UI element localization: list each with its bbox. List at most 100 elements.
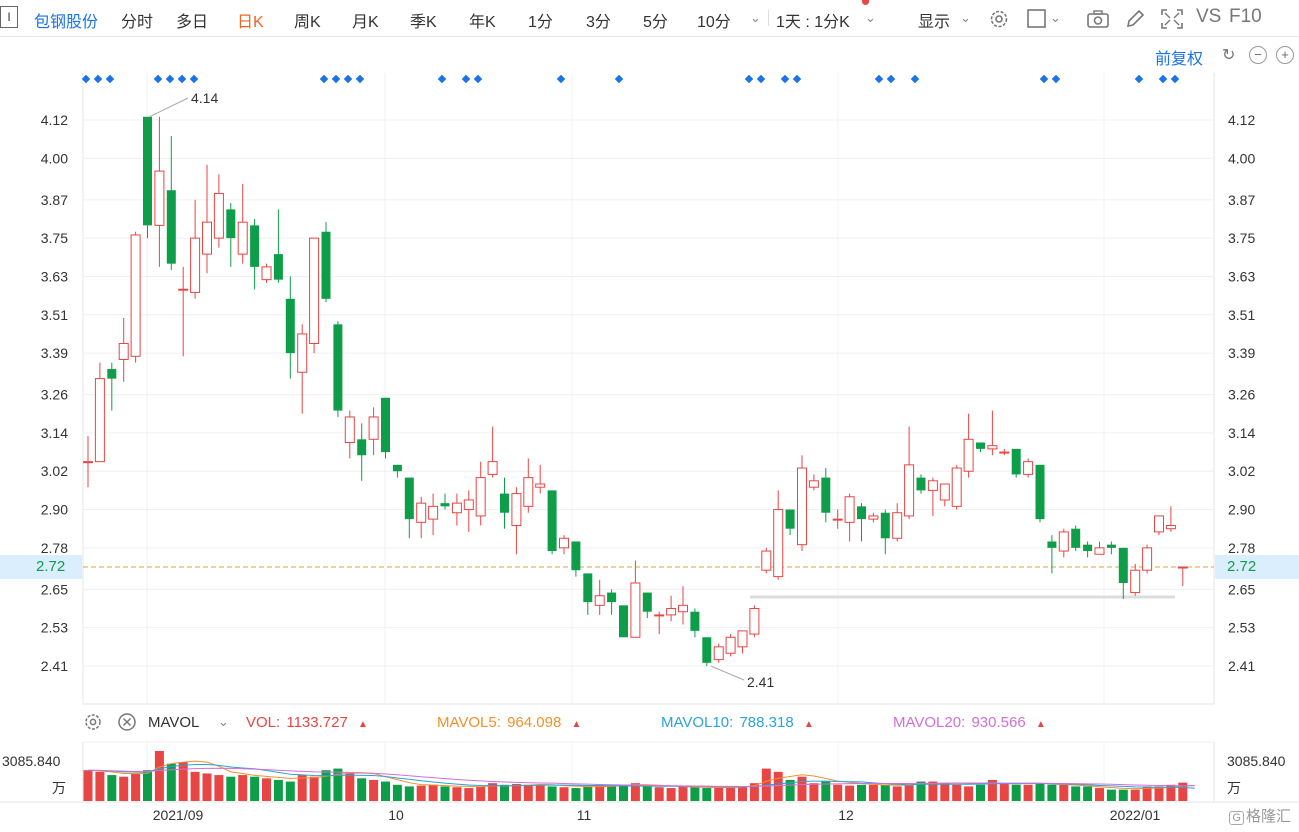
vs-button[interactable]: VS [1196, 6, 1222, 27]
tab-fenshi[interactable]: 分时 [121, 14, 154, 31]
candle [213, 174, 224, 248]
indicator-chevron-down-icon[interactable]: ⌄ [218, 714, 229, 729]
volume-bar [166, 763, 176, 801]
candle [1106, 541, 1116, 555]
volume-bar [511, 783, 521, 801]
volume-bar [143, 770, 152, 801]
volume-bar [464, 788, 474, 801]
candle [1118, 547, 1128, 599]
signal-dot [1039, 74, 1049, 84]
current-price-badge-left: 2.72 [0, 555, 82, 579]
volume-unit-left: 万 [52, 780, 66, 796]
tab-quarter-k[interactable]: 季K [410, 14, 437, 31]
candle-body [880, 512, 890, 539]
volume-bar [119, 776, 129, 801]
color-box-icon[interactable] [1026, 8, 1046, 28]
candle [939, 483, 950, 507]
tab-year-k[interactable]: 年K [469, 14, 496, 31]
watermark-text: 格隆汇 [1245, 808, 1291, 825]
volume-axis-top-left: 3085.840 [2, 753, 61, 769]
candle-body [154, 170, 165, 226]
candle-body [1011, 448, 1021, 475]
volume-bar [357, 778, 367, 801]
tab-week-k[interactable]: 周K [294, 14, 321, 31]
fullscreen-icon[interactable] [1160, 8, 1183, 29]
volume-bar [809, 783, 819, 801]
volume-bar [714, 786, 724, 801]
volume-bar [868, 784, 878, 801]
candle-body [344, 416, 355, 443]
volume-bar [1178, 782, 1188, 801]
display-chevron-down-icon[interactable]: ⌄ [960, 10, 971, 25]
color-chevron-down-icon[interactable]: ⌄ [1050, 10, 1061, 25]
candle [1130, 563, 1141, 596]
tab-day-k[interactable]: 日K [237, 14, 264, 31]
candle [83, 436, 93, 488]
camera-icon[interactable] [1086, 8, 1109, 28]
candle-body [297, 333, 308, 373]
candle-body [1071, 528, 1081, 548]
zoom-in-icon[interactable]: + [1276, 46, 1294, 64]
candle-body [1118, 547, 1128, 583]
candle-body [1047, 541, 1057, 548]
f10-button[interactable]: F10 [1229, 6, 1262, 27]
signal-dot [1158, 74, 1168, 84]
tab-1min[interactable]: 1分 [528, 14, 553, 31]
candle [761, 547, 772, 574]
indicator-name[interactable]: MAVOL [148, 714, 200, 731]
candle [737, 630, 748, 654]
candle-body [392, 464, 402, 472]
candle-series [83, 116, 1188, 666]
legend-vol: VOL: 1133.727 ▲ [246, 714, 368, 731]
candle [285, 276, 295, 379]
sidebar-toggle-icon[interactable]: I [0, 6, 18, 28]
price-tick-left: 3.51 [41, 307, 68, 323]
candle [1035, 464, 1045, 523]
date-axis: 2021/09 10 11 12 2022/01 [153, 807, 1161, 823]
candle [773, 490, 784, 580]
candle [654, 611, 665, 635]
signal-dot [1051, 74, 1061, 84]
period-select[interactable]: 1天 : 1分K [776, 14, 850, 31]
pencil-icon[interactable] [1124, 8, 1145, 28]
candle [1047, 535, 1057, 574]
display-menu[interactable]: 显示 [918, 14, 951, 31]
legend-ma20: MAVOL20: 930.566 ▲ [893, 714, 1046, 731]
tab-5min[interactable]: 5分 [643, 14, 668, 31]
candle-body [107, 369, 117, 379]
tab-month-k[interactable]: 月K [352, 14, 379, 31]
tab-10min[interactable]: 10分 [697, 14, 731, 31]
tab-duori[interactable]: 多日 [176, 14, 209, 31]
candle [594, 579, 605, 615]
candle [404, 477, 414, 539]
high-price-label: 4.14 [191, 90, 218, 106]
stock-name[interactable]: 包钢股份 [34, 14, 99, 31]
price-tick-left: 4.00 [41, 150, 68, 166]
candle-body [821, 477, 831, 513]
price-tick-left: 3.02 [41, 463, 68, 479]
candle [880, 509, 890, 555]
candle-body [927, 480, 938, 491]
volume-bar [1059, 784, 1069, 801]
tab-3min[interactable]: 3分 [586, 14, 611, 31]
price-tick-right: 3.39 [1228, 345, 1255, 361]
reset-icon[interactable]: ↻ [1222, 47, 1236, 64]
period-chevron-down-icon[interactable]: ⌄ [865, 10, 876, 25]
price-tick-right: 3.87 [1228, 192, 1255, 208]
candle-body [773, 509, 784, 578]
price-tick-left: 2.53 [41, 620, 68, 636]
volume-bar [976, 784, 985, 801]
volume-bar [154, 751, 164, 801]
volume-bar [333, 768, 343, 801]
ma-line-mavol20 [87, 767, 1195, 787]
settings-gear-icon[interactable] [988, 8, 1008, 28]
zoom-out-icon[interactable]: − [1249, 46, 1267, 64]
signal-dot [473, 74, 483, 84]
candle [951, 464, 962, 510]
current-price-badge-right: 2.72 [1215, 555, 1299, 579]
volume-bar [523, 784, 533, 801]
candle [321, 222, 331, 302]
tab-dropdown-chevron-icon[interactable]: ⌄ [750, 10, 761, 25]
fq-adjust-label[interactable]: 前复权 [1154, 51, 1203, 68]
